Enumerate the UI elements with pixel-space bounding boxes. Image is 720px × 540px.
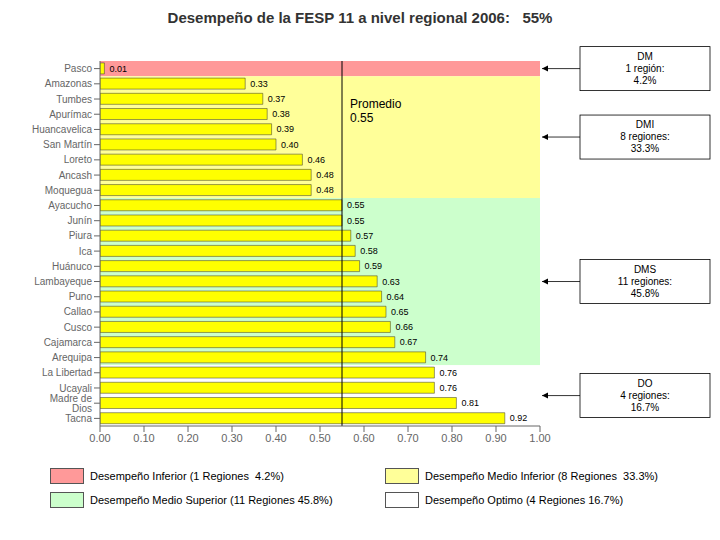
svg-text:DMI8 regiones:33.3%: DMI8 regiones:33.3%: [620, 119, 669, 154]
svg-text:0.70: 0.70: [397, 432, 418, 444]
svg-text:0.38: 0.38: [272, 109, 290, 119]
svg-text:0.80: 0.80: [441, 432, 462, 444]
svg-text:0.64: 0.64: [387, 292, 405, 302]
svg-text:San Martín: San Martín: [43, 139, 92, 150]
svg-text:0.40: 0.40: [281, 140, 299, 150]
svg-text:0.81: 0.81: [461, 398, 479, 408]
svg-text:0.65: 0.65: [391, 307, 409, 317]
svg-text:Loreto: Loreto: [64, 154, 93, 165]
svg-text:0.90: 0.90: [485, 432, 506, 444]
svg-text:0.66: 0.66: [395, 322, 413, 332]
svg-text:0.67: 0.67: [400, 337, 418, 347]
html-text:Desempeño Inferior (1 Regiones: Desempeño Inferior (1 Regiones 4.2%): [90, 470, 284, 482]
svg-text:Moquegua: Moquegua: [45, 185, 93, 196]
html-text:Desempeño de la FESP 11 a nive: Desempeño de la FESP 11 a nivel regional…: [167, 9, 553, 26]
svg-text:0.00: 0.00: [89, 432, 110, 444]
svg-text:Junín: Junín: [68, 215, 92, 226]
svg-text:0.60: 0.60: [353, 432, 374, 444]
html-text:Desempeño Medio Superior (11 R: Desempeño Medio Superior (11 Regiones 45…: [90, 494, 333, 506]
svg-text:Promedio0.55: Promedio0.55: [350, 97, 402, 125]
svg-text:Arequipa: Arequipa: [52, 352, 92, 363]
svg-text:Tacna: Tacna: [65, 413, 92, 424]
svg-text:0.37: 0.37: [268, 94, 286, 104]
svg-text:0.92: 0.92: [510, 413, 528, 423]
svg-text:DO4 regiones:16.7%: DO4 regiones:16.7%: [620, 377, 669, 412]
svg-text:0.46: 0.46: [307, 155, 325, 165]
svg-text:Callao: Callao: [64, 306, 93, 317]
svg-text:Ucayali: Ucayali: [59, 382, 92, 394]
svg-text:Cajamarca: Cajamarca: [44, 337, 93, 348]
svg-text:Huánuco: Huánuco: [52, 261, 92, 272]
svg-text:0.55: 0.55: [347, 200, 365, 210]
svg-text:Pasco: Pasco: [64, 63, 92, 74]
svg-text:0.50: 0.50: [309, 432, 330, 444]
svg-text:Ayacucho: Ayacucho: [48, 200, 92, 211]
svg-text:La Libertad: La Libertad: [42, 367, 92, 378]
svg-text:0.40: 0.40: [265, 432, 286, 444]
svg-text:Madre deDios: Madre deDios: [50, 393, 93, 414]
svg-text:DM1 región:4.2%: DM1 región:4.2%: [626, 50, 665, 85]
svg-text:0.39: 0.39: [277, 124, 295, 134]
svg-text:0.58: 0.58: [360, 246, 378, 256]
svg-text:0.48: 0.48: [316, 170, 334, 180]
svg-text:0.20: 0.20: [177, 432, 198, 444]
svg-text:Ancash: Ancash: [59, 170, 92, 181]
svg-text:Apurímac: Apurímac: [49, 109, 92, 120]
svg-text:0.76: 0.76: [439, 368, 457, 378]
svg-text:0.30: 0.30: [221, 432, 242, 444]
svg-text:Piura: Piura: [69, 230, 93, 241]
svg-text:Cusco: Cusco: [64, 322, 93, 333]
svg-text:Amazonas: Amazonas: [45, 78, 92, 89]
svg-text:0.10: 0.10: [133, 432, 154, 444]
svg-text:0.48: 0.48: [316, 185, 334, 195]
svg-text:DMS11 regiones:45.8%: DMS11 regiones:45.8%: [618, 263, 672, 298]
svg-text:0.55: 0.55: [347, 216, 365, 226]
svg-text:1.00: 1.00: [529, 432, 550, 444]
html-text:Desempeño Medio Inferior (8 Re: Desempeño Medio Inferior (8 Regiones 33.…: [425, 470, 658, 482]
svg-text:Huancavelica: Huancavelica: [32, 124, 92, 135]
svg-text:Tumbes: Tumbes: [56, 94, 92, 105]
svg-text:Puno: Puno: [69, 291, 93, 302]
svg-text:0.74: 0.74: [431, 353, 449, 363]
svg-text:0.01: 0.01: [109, 64, 127, 74]
svg-text:Ica: Ica: [79, 246, 93, 257]
svg-text:0.63: 0.63: [382, 277, 400, 287]
svg-text:0.33: 0.33: [250, 79, 268, 89]
svg-text:0.76: 0.76: [439, 383, 457, 393]
html-text:Desempeño Optimo (4 Regiones 1: Desempeño Optimo (4 Regiones 16.7%): [425, 494, 624, 506]
svg-text:0.57: 0.57: [356, 231, 374, 241]
svg-text:Lambayeque: Lambayeque: [34, 276, 92, 287]
svg-text:0.59: 0.59: [365, 261, 383, 271]
